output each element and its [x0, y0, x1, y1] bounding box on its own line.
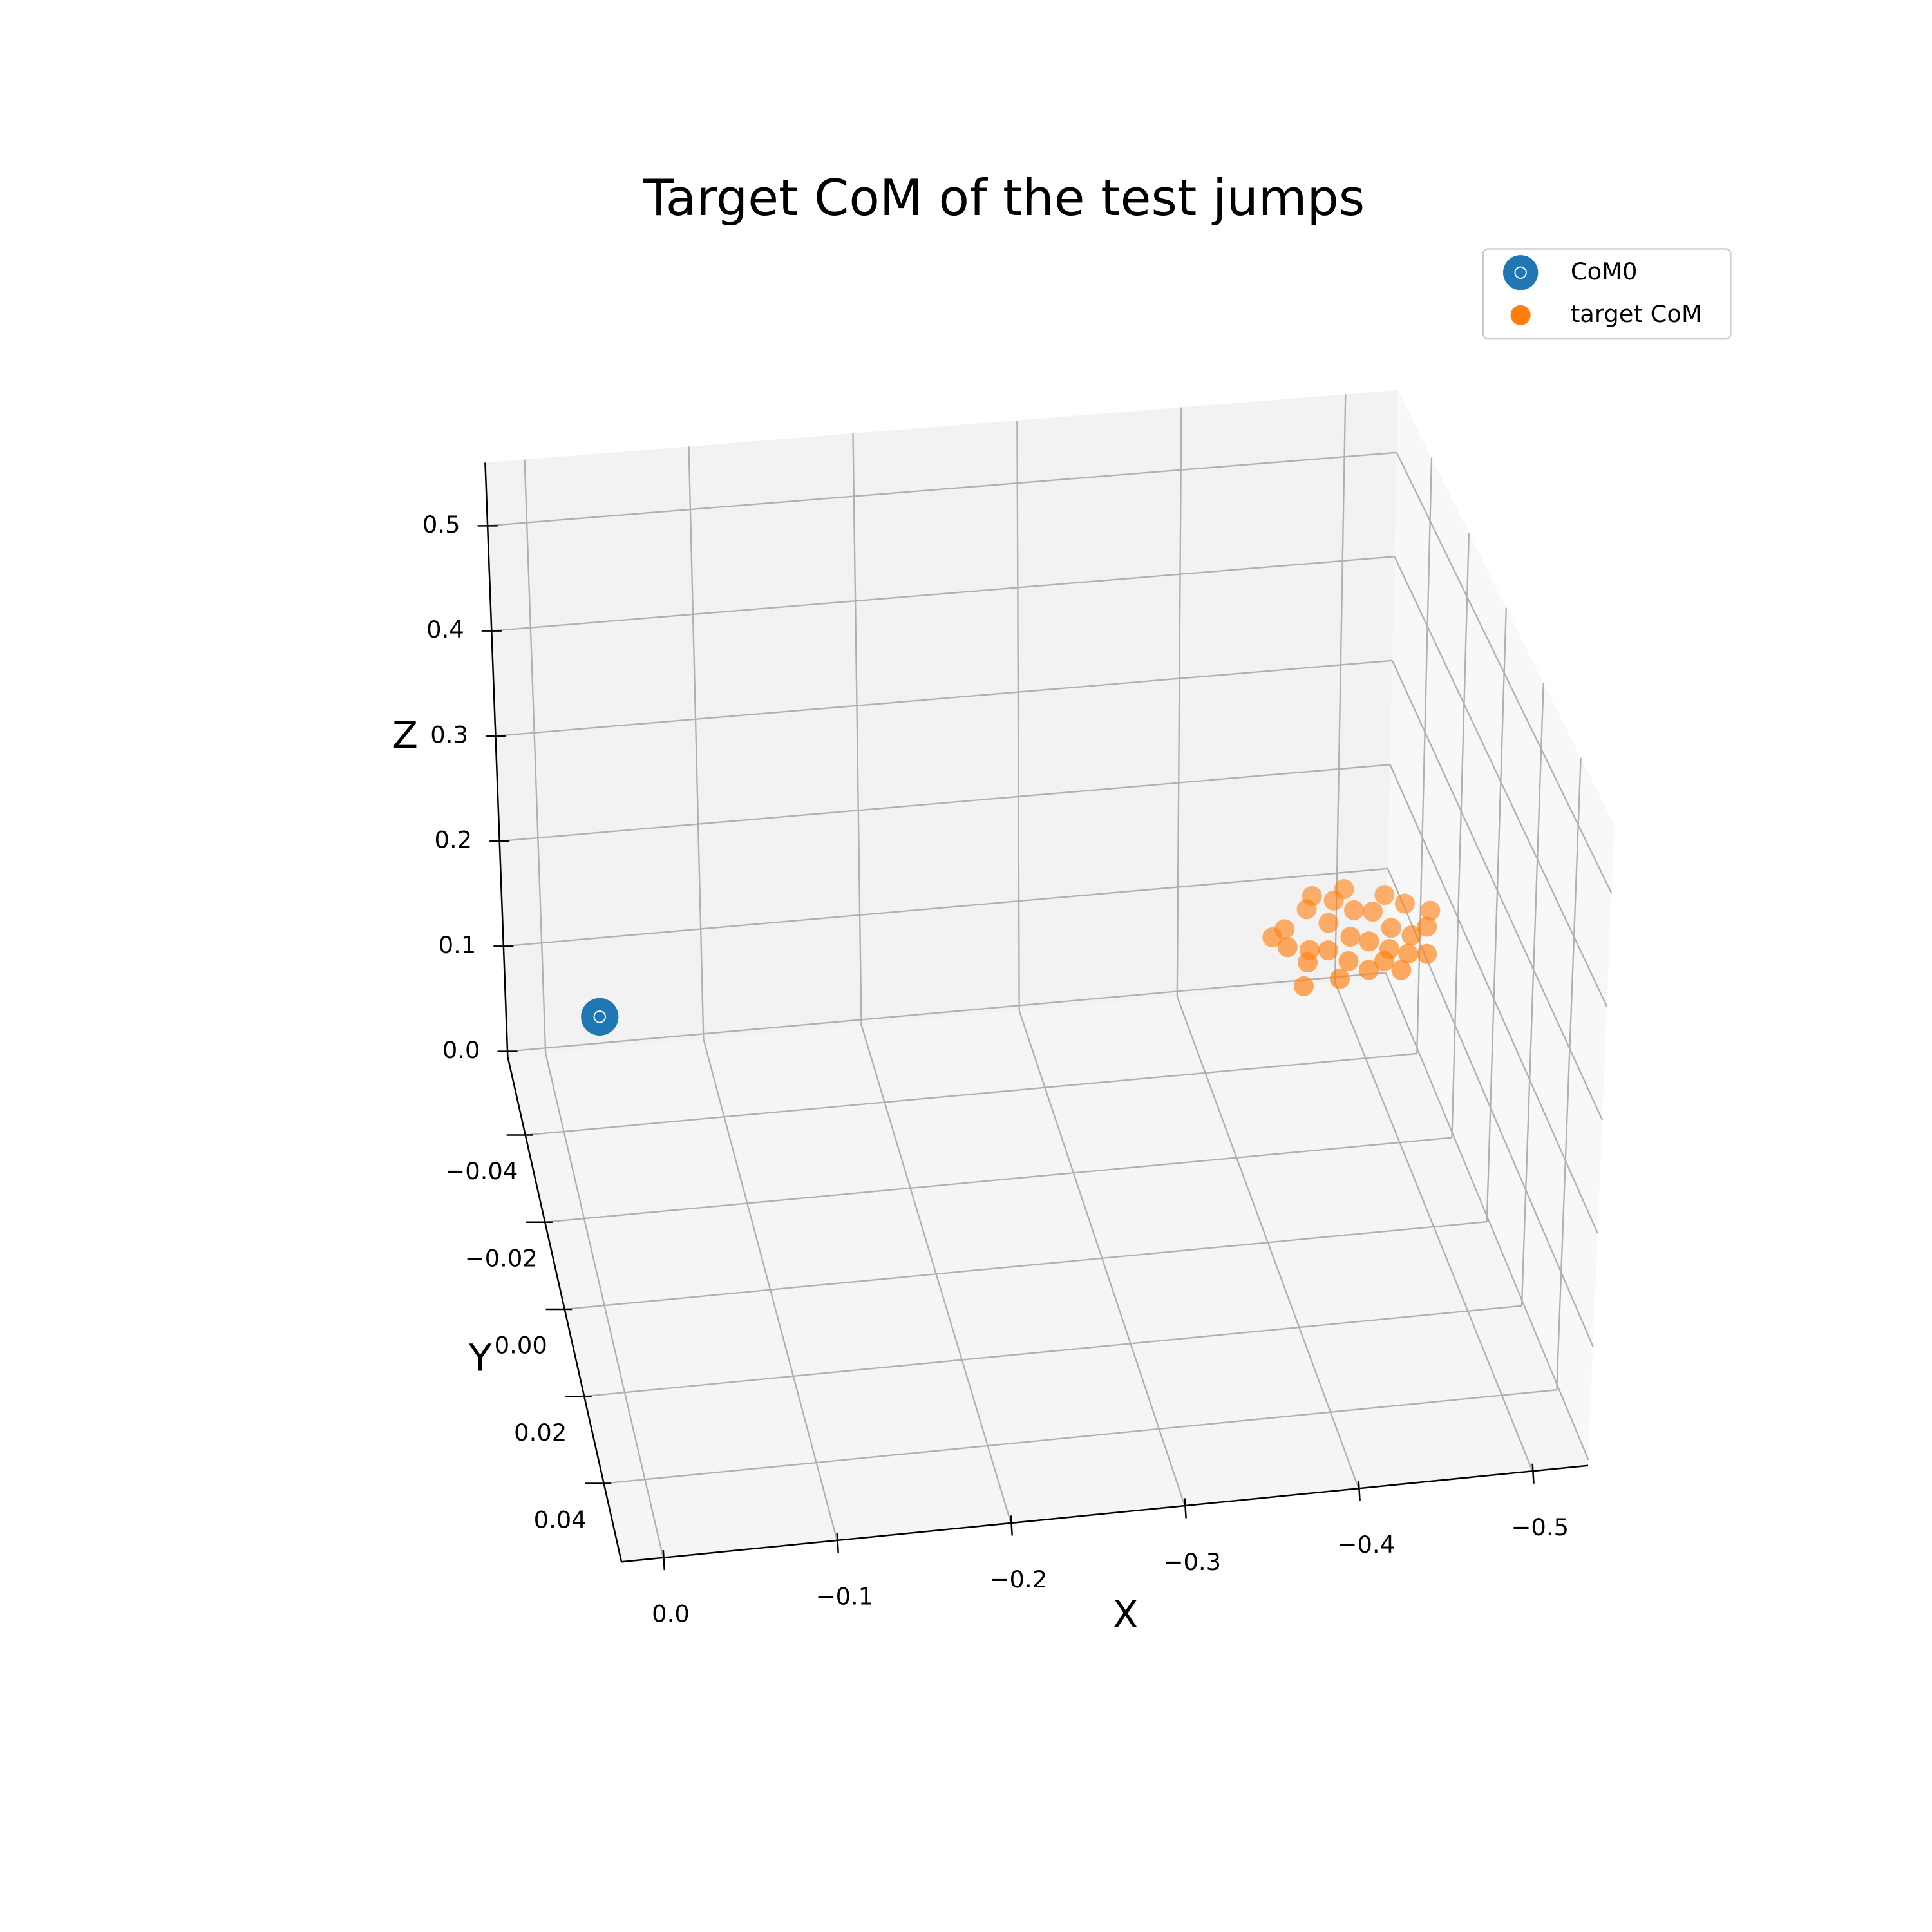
z-axis-line	[484, 462, 509, 1057]
x-axis-line	[621, 1464, 1589, 1563]
grid-line	[545, 1137, 1452, 1223]
chart-title: Target CoM of the test jumps	[643, 169, 1365, 227]
grid-line	[499, 764, 1390, 842]
point	[1401, 925, 1422, 946]
grid-line	[1520, 683, 1544, 1306]
grid-line	[1451, 533, 1470, 1138]
point	[1294, 976, 1314, 996]
y-tick-label: −0.02	[465, 1245, 538, 1273]
y-tick-label: −0.04	[445, 1157, 518, 1185]
grid-line	[1396, 452, 1613, 894]
point-inner	[593, 1010, 606, 1023]
point	[1420, 900, 1441, 921]
point	[1398, 943, 1419, 964]
point	[1334, 879, 1354, 900]
x-tick	[1010, 1515, 1013, 1536]
grid-line	[584, 1305, 1522, 1397]
x-tick-label: −0.1	[816, 1583, 874, 1611]
z-tick-label: 0.0	[442, 1036, 480, 1064]
x-tick-label: −0.4	[1338, 1531, 1396, 1558]
floor-pane	[507, 978, 1589, 1562]
grid-line	[603, 1389, 1557, 1484]
grid-line	[491, 556, 1395, 632]
point	[1417, 943, 1437, 964]
x-tick-label: −0.2	[990, 1566, 1048, 1593]
y-axis-line	[507, 1056, 623, 1562]
x-tick-label: −0.5	[1511, 1513, 1569, 1541]
grid-line	[688, 446, 705, 1039]
point	[1277, 937, 1298, 958]
x-tick	[1358, 1481, 1361, 1501]
point	[1359, 931, 1379, 952]
point	[1391, 960, 1412, 980]
grid-line	[503, 867, 1388, 947]
x-tick	[1531, 1463, 1535, 1484]
point	[1274, 919, 1295, 940]
y-axis-label: Y	[468, 1336, 492, 1380]
legend-box	[1482, 248, 1732, 340]
grid-line	[495, 659, 1393, 737]
legend-marker	[1502, 255, 1539, 290]
point	[1340, 927, 1361, 947]
z-tick-label: 0.1	[439, 931, 477, 959]
grid-line	[852, 433, 862, 1025]
z-tick-label: 0.4	[426, 616, 464, 643]
legend-label: target CoM	[1571, 300, 1702, 328]
grid-line	[1486, 607, 1507, 1222]
grid-line	[1394, 556, 1608, 1007]
grid-line	[1556, 757, 1582, 1390]
point	[1318, 913, 1339, 933]
point	[1329, 969, 1350, 989]
y-tick-label: 0.00	[495, 1332, 547, 1359]
point	[1374, 885, 1395, 905]
grid-line	[507, 972, 1386, 1052]
z-tick-label: 0.5	[422, 511, 460, 538]
grid-line	[1016, 420, 1020, 1011]
point	[1362, 902, 1383, 922]
y-tick-label: 0.04	[534, 1506, 587, 1533]
grid-line	[1385, 972, 1589, 1461]
point	[1299, 940, 1320, 960]
grid-line	[525, 1052, 1417, 1136]
z-axis-label: Z	[392, 714, 418, 757]
grid-line	[1389, 764, 1598, 1234]
point	[1343, 900, 1365, 920]
grid-line	[488, 451, 1397, 527]
x-axis-label: X	[1113, 1593, 1139, 1636]
point	[1379, 939, 1400, 960]
point	[1381, 918, 1401, 938]
grid-line	[1176, 407, 1182, 997]
legend-label: CoM0	[1571, 258, 1638, 285]
point	[1318, 940, 1339, 961]
point	[1417, 916, 1437, 937]
grid-line	[1391, 660, 1604, 1121]
z-tick-label: 0.3	[430, 721, 468, 748]
legend-marker	[1510, 305, 1531, 325]
z-tick-label: 0.2	[434, 826, 472, 854]
x-tick	[662, 1550, 666, 1571]
back-pane	[485, 390, 1398, 1057]
x-tick-label: 0.0	[652, 1600, 690, 1628]
legend-marker-inner	[1514, 266, 1527, 279]
y-tick-label: 0.02	[514, 1419, 567, 1446]
x-tick	[836, 1533, 839, 1553]
point	[1394, 893, 1415, 914]
point	[1358, 960, 1379, 980]
point	[581, 998, 619, 1036]
x-tick	[1184, 1498, 1187, 1519]
point	[1338, 951, 1359, 972]
x-tick-label: −0.3	[1164, 1548, 1222, 1576]
grid-line	[524, 459, 547, 1054]
point	[1302, 886, 1322, 907]
grid-line	[564, 1220, 1487, 1311]
